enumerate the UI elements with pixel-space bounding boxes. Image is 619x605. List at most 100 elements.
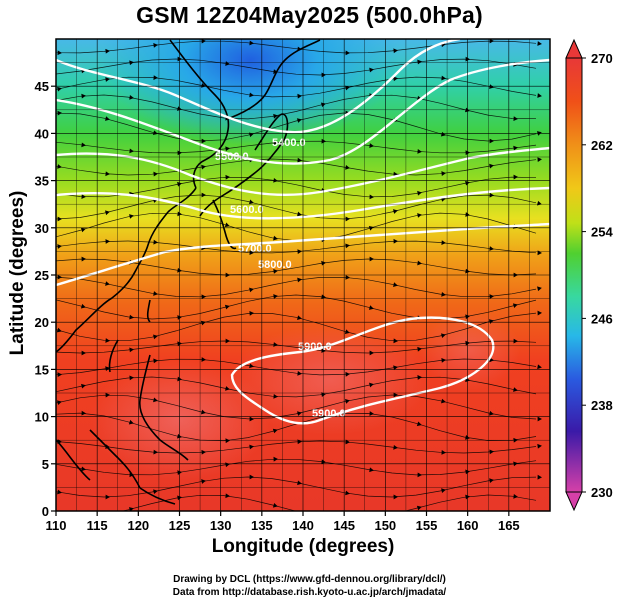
wind-arrow [81,383,86,389]
wind-arrow [56,327,62,333]
colorbar-label: 230 [591,485,613,500]
wind-arrow [441,292,446,297]
x-tick-label: 130 [210,518,232,533]
wind-arrow [344,329,350,334]
wind-arrow [489,246,494,251]
wind-arrow [129,94,134,100]
wind-arrow [153,358,158,364]
wind-arrow [152,130,158,135]
credit-line-dcl: Drawing by DCL (https://www.gfd-dennou.o… [173,574,446,585]
wind-arrow [249,444,254,450]
wind-arrow [201,83,206,88]
wind-arrow [128,507,134,511]
x-tick-label: 120 [127,518,149,533]
contour-label: 5400.0 [272,137,306,149]
wind-arrow [321,138,326,144]
lat-lon-grid [55,39,550,512]
wind-arrow [105,494,110,500]
x-tick-label: 165 [498,518,520,533]
x-tick-label: 140 [292,518,314,533]
wind-arrow [249,40,254,46]
y-tick-label: 25 [35,268,49,283]
wind-arrow [297,411,302,416]
x-axis-label: Longitude (degrees) [211,536,395,557]
streamline [56,140,537,154]
wind-arrow [57,50,62,56]
wind-arrow [440,131,446,137]
wind-arrow [225,61,230,66]
y-axis-label: Latitude (degrees) [7,190,28,356]
wind-arrow [345,216,350,222]
wind-arrow [105,366,110,371]
colorbar-top-arrow [565,38,583,59]
wind-arrow [513,387,518,392]
wind-arrow [201,39,206,44]
y-tick-label: 30 [35,221,49,236]
wind-arrow [489,163,494,169]
wind-arrow [128,419,134,425]
colorbar-label: 262 [591,138,613,153]
colorbar-label: 270 [591,51,613,66]
wind-arrow [489,84,494,89]
wind-arrow [489,410,494,416]
wind-arrow [129,214,134,219]
wind-arrow [153,291,158,296]
colorbar-bottom-arrow [565,491,583,512]
wind-arrow [345,490,350,496]
wind-arrow [537,93,542,98]
wind-arrow [249,416,254,422]
streamline [56,212,537,242]
wind-arrow [489,192,494,198]
wind-arrow [249,92,254,98]
wind-arrow [129,314,134,320]
streamline [56,476,537,498]
wind-arrow [369,382,374,388]
wind-arrow [368,305,374,310]
y-tick-label: 35 [35,174,49,189]
wind-arrow [369,350,374,356]
wind-arrow [441,75,446,81]
wind-arrow [537,364,542,370]
streamline [56,258,537,276]
wind-arrow [201,164,206,170]
wind-arrow [249,474,254,480]
wind-arrow [153,334,158,340]
wind-arrow [105,48,110,54]
wind-arrow [57,274,62,280]
wind-arrow [81,516,86,521]
wind-arrow [345,85,350,91]
x-tick-label: 145 [333,518,355,533]
streamline [56,194,537,220]
wind-arrow [273,235,278,241]
wind-arrow [393,392,398,398]
streamline [56,40,537,54]
wind-arrow [297,370,302,376]
wind-arrow [297,480,302,486]
wind-arrow [537,416,542,422]
wind-arrow [537,41,542,46]
wind-arrow [369,467,374,473]
streamline [56,276,537,298]
wind-arrow [249,287,254,293]
wind-arrow [369,143,374,148]
wind-arrow [201,294,206,300]
wind-arrow [153,171,158,177]
wind-arrow [537,443,542,449]
wind-arrow [393,282,398,287]
streamline [56,376,537,398]
wind-arrow [513,174,518,180]
wind-arrow [201,357,206,362]
wind-arrow [537,310,542,316]
contour-label: 5900.0 [298,341,332,353]
wind-arrow [57,244,62,249]
wind-arrow [513,145,518,151]
wind-arrow [513,493,518,499]
wind-arrow [489,39,494,44]
wind-arrow [537,286,542,292]
streamline [56,312,537,342]
wind-arrow [417,375,422,380]
wind-arrow [105,171,110,177]
streamline [56,58,537,76]
wind-arrow [129,375,134,381]
